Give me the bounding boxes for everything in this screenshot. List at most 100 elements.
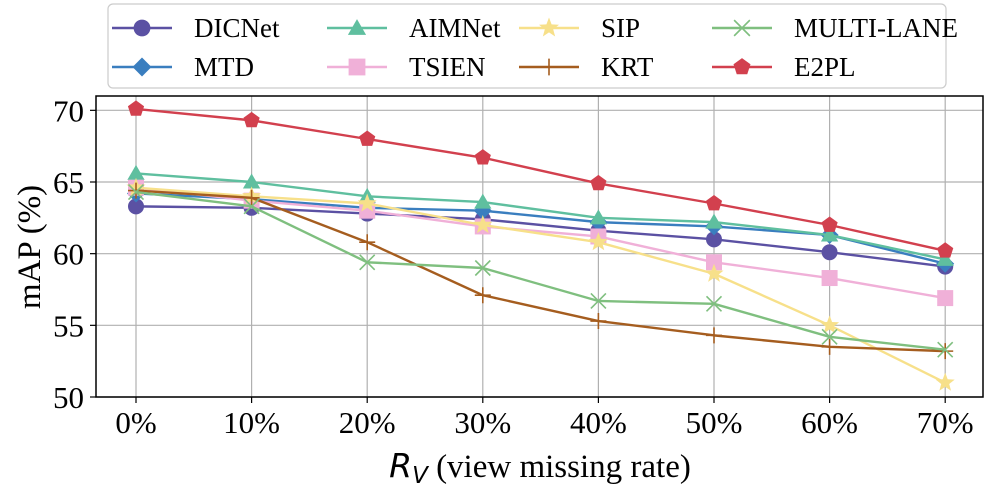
data-point-pentagon	[821, 216, 838, 232]
data-point-triangle	[127, 164, 145, 180]
grid-lines	[96, 96, 983, 398]
data-point-circle	[821, 244, 838, 261]
data-point-pentagon	[705, 195, 723, 211]
data-point-x	[243, 198, 260, 215]
x-tick-label: 30%	[454, 405, 511, 440]
data-point-star	[704, 263, 724, 282]
x-tick-label: 40%	[570, 405, 627, 440]
legend-label: MTD	[194, 52, 254, 82]
y-tick-label: 65	[53, 165, 84, 200]
data-point-pentagon	[243, 111, 260, 128]
legend-marker-star	[539, 17, 559, 37]
data-point-triangle	[936, 250, 954, 266]
y-tick-label: 55	[53, 308, 84, 343]
legend-entry-mtd: MTD	[112, 52, 254, 82]
axis-ticks: 0% 10% 20% 30% 40% 50% 60% 70% 50 55 60 65 70	[53, 93, 974, 440]
x-tick-label: 20%	[339, 405, 396, 440]
data-point-star	[935, 372, 955, 391]
data-point-square	[821, 270, 838, 287]
series-line	[135, 205, 946, 268]
data-point-pentagon	[127, 100, 145, 116]
y-tick-label: 60	[53, 237, 84, 272]
x-axis-variable: R	[389, 446, 412, 485]
y-tick-label: 50	[53, 380, 84, 415]
data-point-star	[357, 193, 377, 212]
data-point-pentagon	[474, 149, 491, 165]
data-point-plus	[474, 287, 491, 304]
data-point-plus	[590, 313, 607, 330]
legend-entry-tsien: TSIEN	[327, 52, 486, 82]
legend-entry-krt: KRT	[519, 52, 654, 82]
data-point-square	[937, 290, 954, 307]
series-line	[135, 186, 946, 300]
x-tick-label: 60%	[801, 405, 858, 440]
legend-label: KRT	[601, 52, 654, 82]
series-line	[135, 190, 946, 351]
data-point-x	[705, 295, 723, 312]
data-point-x	[474, 259, 491, 277]
legend-label: MULTI-LANE	[794, 13, 958, 43]
data-point-triangle	[589, 209, 608, 225]
data-point-plus	[359, 234, 376, 251]
series-krt	[128, 182, 954, 360]
data-point-triangle	[820, 226, 839, 242]
legend-label: AIMNet	[409, 13, 501, 43]
x-axis-variable-subscript: V	[412, 463, 430, 486]
x-axis-label-rest: (view missing rate)	[428, 449, 691, 485]
legend: DICNet MTD AIMNet TSIEN SIP KRT MULTI-LANE E2PL	[107, 3, 958, 89]
data-point-triangle	[242, 173, 261, 189]
data-point-x	[590, 292, 607, 310]
series-layer	[126, 100, 955, 391]
series-line	[135, 189, 946, 353]
plot-area-frame	[95, 95, 984, 398]
data-point-x	[127, 183, 145, 201]
data-point-square	[706, 254, 722, 271]
data-point-triangle	[474, 193, 492, 209]
legend-marker-diamond	[132, 57, 152, 77]
series-tsien	[128, 179, 954, 307]
data-point-plus	[128, 182, 144, 199]
legend-label: E2PL	[794, 52, 856, 82]
legend-entry-dicnet: DICNet	[112, 13, 280, 43]
series-multi-lane	[127, 183, 954, 358]
data-point-star	[473, 215, 493, 234]
legend-label: SIP	[601, 13, 640, 43]
x-tick-label: 0%	[115, 405, 156, 440]
series-line	[135, 107, 946, 252]
y-tick-label: 70	[53, 93, 84, 128]
legend-entry-sip: SIP	[519, 13, 640, 43]
legend-marker-triangle	[347, 19, 367, 35]
data-point-pentagon	[359, 130, 376, 146]
data-point-plus	[937, 343, 954, 360]
data-point-circle	[706, 231, 722, 248]
data-point-pentagon	[937, 242, 954, 258]
data-point-plus	[243, 189, 260, 206]
legend-marker-square	[348, 58, 366, 76]
data-point-circle	[128, 198, 144, 215]
legend-marker-circle	[133, 19, 151, 37]
legend-label: TSIEN	[409, 52, 486, 82]
data-point-x	[937, 341, 954, 358]
data-point-star	[820, 315, 840, 334]
data-point-x	[359, 254, 376, 271]
legend-marker-plus	[540, 58, 558, 76]
data-point-plus	[821, 338, 838, 355]
legend-entry-e2pl: E2PL	[712, 52, 856, 82]
legend-entry-multi-lane: MULTI-LANE	[712, 13, 958, 43]
data-point-star	[588, 232, 608, 251]
data-point-x	[821, 328, 838, 345]
x-tick-label: 70%	[917, 405, 974, 440]
legend-marker-x	[733, 19, 751, 37]
legend-label: DICNet	[194, 13, 280, 43]
y-axis-label: mAP (%)	[12, 185, 48, 309]
x-axis-label: RV (view missing rate)	[389, 446, 691, 486]
x-tick-label: 50%	[686, 405, 743, 440]
series-e2pl	[127, 100, 954, 258]
data-point-pentagon	[590, 174, 607, 191]
data-point-plus	[706, 327, 722, 344]
data-point-triangle	[705, 213, 723, 229]
series-line	[135, 172, 946, 261]
series-line	[135, 186, 946, 384]
legend-marker-pentagon	[733, 58, 751, 75]
